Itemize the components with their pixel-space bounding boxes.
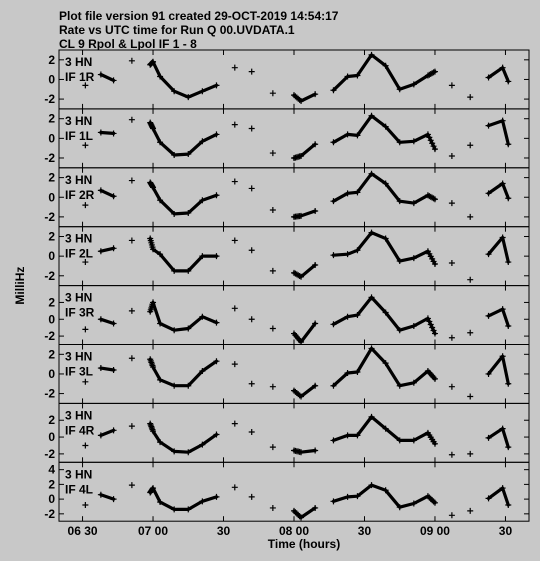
y-tick-label: 2 bbox=[48, 477, 55, 491]
y-tick-label: 2 bbox=[48, 347, 55, 361]
data-point-markers bbox=[82, 294, 512, 345]
x-tick-label: 30 bbox=[499, 524, 513, 538]
series-line bbox=[99, 295, 510, 344]
x-tick-label: 08 00 bbox=[279, 524, 309, 538]
antenna-label: 3 HN bbox=[65, 408, 92, 422]
y-tick-label: 0 bbox=[48, 72, 55, 86]
y-tick-label: 2 bbox=[48, 112, 55, 126]
y-tick-label: 0 bbox=[48, 312, 55, 326]
y-tick-label: 2 bbox=[48, 413, 55, 427]
if-label: IF 1L bbox=[65, 129, 93, 143]
y-tick-label: 2 bbox=[48, 53, 55, 67]
y-tick-label: 2 bbox=[48, 295, 55, 309]
if-label: IF 3L bbox=[65, 365, 93, 379]
series-line bbox=[99, 346, 510, 399]
y-tick-label: -2 bbox=[44, 387, 55, 401]
y-tick-label: -2 bbox=[44, 92, 55, 106]
y-tick-label: 0 bbox=[48, 492, 55, 506]
data-point-markers bbox=[82, 112, 512, 161]
panel-frame bbox=[58, 49, 530, 110]
if-label: IF 1R bbox=[65, 70, 95, 84]
panel-frame bbox=[58, 344, 530, 404]
x-axis-label: Time (hours) bbox=[268, 537, 340, 551]
y-tick-label: 0 bbox=[48, 367, 55, 381]
x-tick-label: 06 30 bbox=[68, 524, 98, 538]
if-label: IF 2L bbox=[65, 247, 93, 261]
y-tick-label: 0 bbox=[48, 430, 55, 444]
antenna-label: 3 HN bbox=[65, 55, 92, 69]
x-tick-label: 09 00 bbox=[420, 524, 450, 538]
antenna-label: 3 HN bbox=[65, 467, 92, 481]
panel-frame bbox=[58, 226, 530, 287]
y-tick-label: -2 bbox=[44, 329, 55, 343]
if-label: IF 4L bbox=[65, 482, 93, 496]
y-tick-label: 0 bbox=[48, 190, 55, 204]
data-point-markers bbox=[82, 345, 512, 400]
y-tick-label: 0 bbox=[48, 249, 55, 263]
antenna-label: 3 HN bbox=[65, 350, 92, 364]
x-tick-label: 07 00 bbox=[138, 524, 168, 538]
antenna-label: 3 HN bbox=[65, 232, 92, 246]
antenna-label: 3 HN bbox=[65, 291, 92, 305]
y-tick-label: 2 bbox=[48, 171, 55, 185]
header-run-line: Rate vs UTC time for Run Q 00.UVDATA.1 bbox=[59, 23, 295, 37]
if-label: IF 2R bbox=[65, 188, 95, 202]
x-tick-label: 30 bbox=[358, 524, 372, 538]
y-tick-label: -2 bbox=[44, 447, 55, 461]
y-tick-label: 2 bbox=[48, 230, 55, 244]
y-tick-label: -2 bbox=[44, 269, 55, 283]
series-line bbox=[99, 415, 510, 454]
y-axis-label: MilliHz bbox=[13, 267, 27, 305]
series-line bbox=[99, 114, 510, 160]
y-tick-label: 4 bbox=[48, 463, 55, 477]
series-line bbox=[99, 483, 510, 520]
y-tick-label: -2 bbox=[44, 507, 55, 521]
x-tick-label: 30 bbox=[217, 524, 231, 538]
series-line bbox=[99, 53, 510, 103]
data-point-markers bbox=[82, 229, 512, 283]
header-version-line: Plot file version 91 created 29-OCT-2019… bbox=[59, 9, 339, 23]
data-point-markers bbox=[82, 51, 512, 105]
antenna-label: 3 HN bbox=[65, 173, 92, 187]
data-point-markers bbox=[82, 482, 512, 521]
header-channel-line: CL 9 Rpol & Lpol IF 1 - 8 bbox=[59, 37, 197, 51]
y-tick-label: 0 bbox=[48, 131, 55, 145]
data-point-markers bbox=[82, 413, 512, 458]
if-label: IF 4R bbox=[65, 423, 95, 437]
y-tick-label: -2 bbox=[44, 210, 55, 224]
if-label: IF 3R bbox=[65, 306, 95, 320]
data-point-markers bbox=[82, 170, 512, 220]
y-tick-label: -2 bbox=[44, 151, 55, 165]
series-line bbox=[99, 172, 510, 219]
antenna-label: 3 HN bbox=[65, 114, 92, 128]
